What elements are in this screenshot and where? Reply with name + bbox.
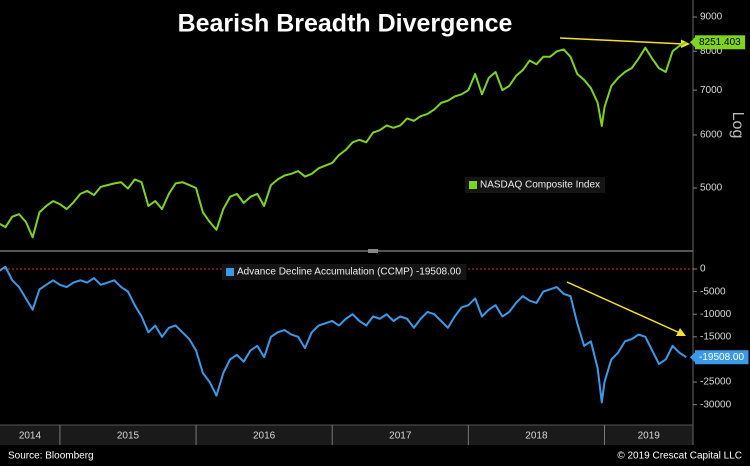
arrow-bottom [566, 281, 686, 336]
y-tick-label: 7000 [700, 85, 723, 96]
series-line [0, 265, 687, 404]
y-tick-label: -15000 [700, 331, 732, 342]
y-tick-label: 8000 [700, 46, 723, 57]
y-tick-label: 9000 [700, 12, 723, 23]
y-tick-label: -10000 [700, 309, 732, 320]
legend-label: Advance Decline Accumulation (CCMP) -195… [237, 267, 461, 278]
legend-swatch [226, 268, 234, 276]
y-tick-label: -25000 [700, 377, 732, 388]
copyright: © 2019 Crescat Capital LLC [617, 451, 742, 462]
source: Source: Bloomberg [8, 451, 94, 462]
x-tick-label: 2015 [117, 431, 140, 442]
x-axis-band [0, 425, 693, 445]
legend-swatch [469, 181, 477, 189]
legend-box [465, 177, 606, 193]
legend-box [222, 264, 467, 280]
chart-title: Bearish Breadth Divergence [178, 10, 513, 38]
last-value-box [695, 35, 746, 50]
x-tick-label: 2019 [638, 431, 661, 442]
y-axis-label: Log [729, 112, 746, 139]
trend-arrow [559, 37, 685, 45]
y-tick-label: 5000 [700, 183, 723, 194]
x-tick-label: 2018 [525, 431, 548, 442]
series-line [0, 41, 687, 239]
x-tick-label: 2014 [19, 431, 42, 442]
divider-handle [368, 249, 378, 253]
y-tick-label: -30000 [700, 399, 732, 410]
last-value-label: -19508.00 [699, 352, 744, 363]
last-value-box [695, 350, 749, 365]
x-tick-label: 2016 [253, 431, 276, 442]
y-tick-label: -5000 [700, 286, 726, 297]
legend-label: NASDAQ Composite Index [480, 180, 600, 191]
last-value-pointer [690, 37, 695, 48]
trend-arrow [566, 281, 681, 334]
arrow-head [676, 328, 686, 336]
y-tick-label: 6000 [700, 130, 723, 141]
y-tick-label: 0 [700, 264, 706, 275]
x-tick-label: 2017 [389, 431, 412, 442]
last-value-label: 8251.403 [699, 37, 741, 48]
last-value-pointer [690, 352, 695, 363]
